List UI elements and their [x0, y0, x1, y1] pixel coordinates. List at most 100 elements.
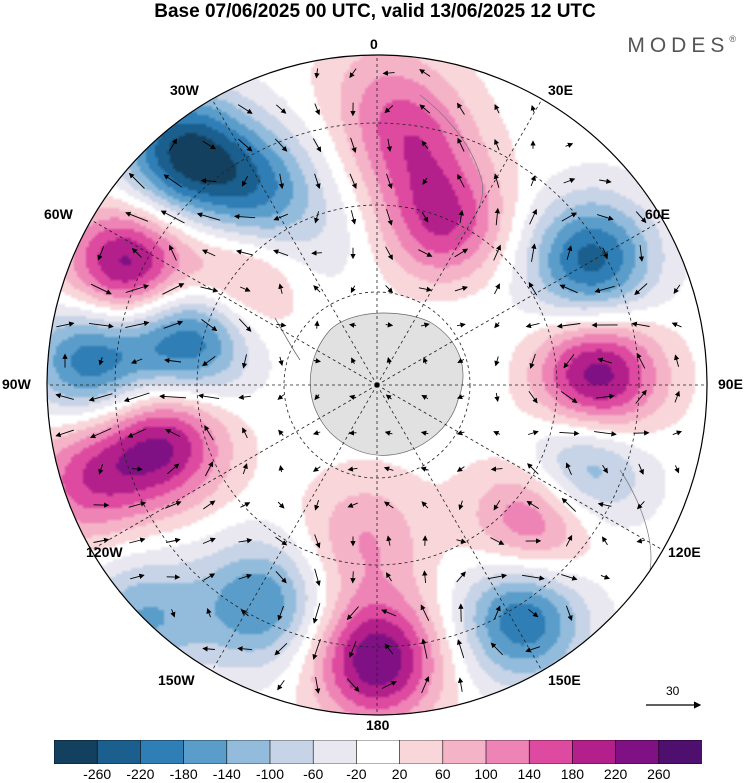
wind-arrow [490, 642, 504, 656]
wind-arrow [634, 283, 648, 296]
meridian-line [91, 219, 378, 386]
wind-arrow [457, 322, 466, 328]
wind-arrow [237, 646, 252, 652]
wind-arrow [312, 602, 321, 624]
wind-arrow [162, 283, 185, 295]
map-title: Base 07/06/2025 00 UTC, valid 13/06/2025… [154, 1, 596, 22]
wind-arrow [565, 142, 574, 148]
wind-arrow [350, 137, 357, 154]
colorbar [54, 740, 702, 764]
graticule [47, 55, 707, 715]
wind-arrow [201, 356, 216, 367]
colorbar-swatch [658, 740, 702, 764]
wind-arrow [530, 175, 536, 187]
colorbar-swatch [226, 740, 271, 764]
wind-arrow [673, 284, 681, 294]
wind-arrow [238, 138, 253, 152]
wind-arrow [198, 393, 220, 400]
wind-arrow [237, 104, 253, 114]
wind-arrow [55, 429, 74, 438]
wind-arrow [167, 463, 180, 475]
wind-arrow [385, 572, 392, 582]
wind-arrow [123, 392, 150, 403]
wind-arrow [382, 70, 395, 76]
wind-arrow [530, 104, 536, 113]
wind-arrow [456, 571, 466, 583]
wind-arrow [196, 212, 221, 221]
wind-arrow [349, 68, 357, 79]
wind-arrow [160, 210, 185, 224]
meridian-line [211, 384, 378, 671]
wind-arrow [522, 574, 545, 581]
wind-arrow [240, 609, 249, 617]
wind-arrow [493, 500, 501, 511]
wind-arrow [201, 319, 218, 332]
wind-arrow [494, 283, 500, 295]
wind-arrow [349, 322, 357, 328]
colorbar-tick-label: -100 [255, 766, 285, 782]
wind-arrow [456, 394, 465, 400]
wind-arrow [240, 286, 251, 292]
wind-arrow [236, 249, 254, 256]
wind-arrow [278, 173, 285, 190]
wind-arrow [527, 430, 539, 436]
wind-arrow [278, 356, 284, 366]
wind-arrow [238, 537, 253, 544]
wind-arrow [494, 104, 500, 114]
wind-arrow [418, 286, 432, 292]
wind-arrow [131, 466, 143, 472]
wind-arrow [559, 430, 580, 437]
wind-arrow [234, 213, 256, 220]
wind-arrow [241, 354, 248, 369]
wind-arrow [490, 466, 503, 472]
longitude-label: 120W [86, 544, 123, 560]
longitude-label: 30W [170, 82, 199, 98]
longitude-label: 60E [645, 206, 670, 222]
wind-arrow [277, 680, 285, 691]
wind-arrow [125, 284, 150, 293]
wind-arrow [420, 466, 429, 472]
wind-arrow [494, 356, 500, 367]
vector-scale-label: 30 [666, 684, 680, 698]
wind-arrow [130, 358, 143, 364]
wind-arrow [169, 244, 177, 261]
wind-arrow [314, 103, 321, 116]
wind-arrow [346, 678, 360, 692]
wind-arrow [203, 500, 216, 510]
wind-arrow [561, 574, 578, 581]
wind-arrow [493, 431, 501, 436]
colorbar-swatch [312, 740, 358, 764]
wind-arrow [313, 285, 321, 293]
wind-arrow [125, 320, 150, 328]
wind-arrow [561, 497, 577, 512]
wind-arrow [163, 174, 183, 188]
wind-arrow [638, 244, 645, 262]
map-boundary [46, 54, 708, 716]
longitude-label: 90W [2, 376, 31, 392]
wind-arrow [565, 605, 573, 622]
wind-arrow [312, 138, 322, 153]
wind-arrow [169, 138, 178, 152]
wind-arrow [88, 322, 114, 329]
wind-arrow [314, 320, 320, 329]
wind-arrow [458, 209, 464, 224]
wind-arrow [487, 573, 508, 580]
wind-arrow [384, 430, 393, 436]
wind-arrow [242, 427, 248, 439]
wind-arrow [600, 574, 610, 580]
colorbar-tick-label: -180 [169, 766, 198, 782]
meridian-line [376, 384, 543, 671]
wind-arrow [638, 463, 644, 475]
wind-arrow [90, 283, 112, 295]
colorbar-swatch [140, 740, 185, 764]
wind-arrow [420, 322, 430, 328]
wind-arrow [454, 248, 469, 258]
colorbar-tick-label: 260 [647, 766, 671, 782]
meridian-line [376, 384, 663, 551]
wind-arrow [312, 430, 321, 436]
colorbar-swatch [54, 740, 99, 764]
colorbar-tick-label: -260 [83, 766, 112, 782]
registered-mark: ® [729, 34, 736, 44]
wind-arrow [422, 570, 428, 583]
wind-arrow [566, 245, 573, 260]
